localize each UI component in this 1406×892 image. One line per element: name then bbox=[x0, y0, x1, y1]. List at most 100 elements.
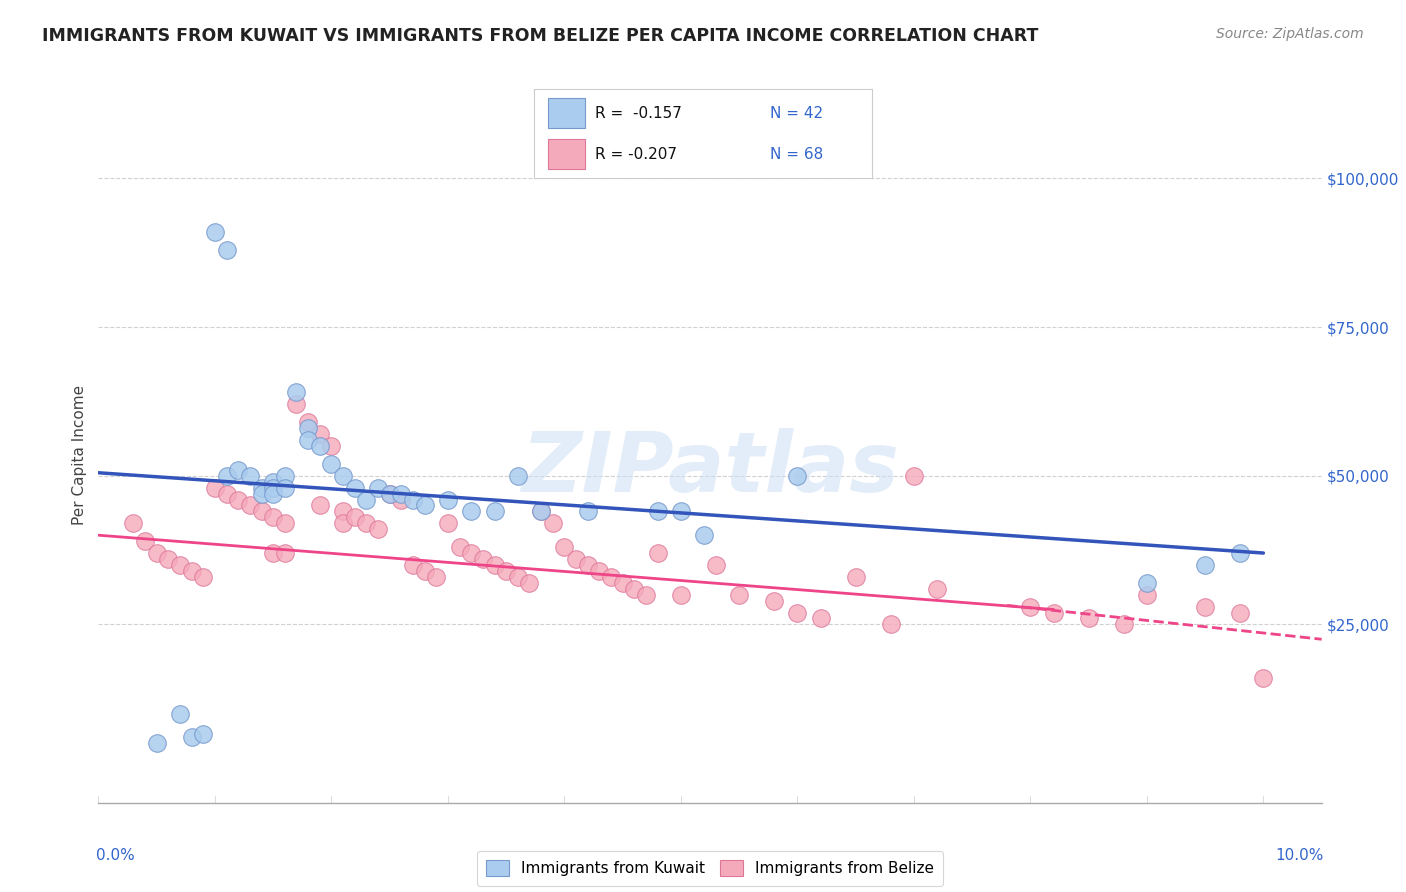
Point bbox=[541, 516, 564, 531]
Point bbox=[402, 558, 425, 572]
Point bbox=[484, 504, 506, 518]
Point bbox=[810, 611, 832, 625]
Point bbox=[576, 504, 599, 518]
Point bbox=[647, 504, 669, 518]
Point bbox=[193, 727, 215, 741]
Point bbox=[262, 486, 284, 500]
Point bbox=[367, 481, 389, 495]
Point bbox=[134, 534, 156, 549]
Text: Source: ZipAtlas.com: Source: ZipAtlas.com bbox=[1216, 27, 1364, 41]
Point bbox=[927, 582, 949, 596]
Text: 0.0%: 0.0% bbox=[96, 848, 135, 863]
Point bbox=[647, 546, 669, 560]
Point bbox=[413, 499, 436, 513]
Point bbox=[460, 504, 482, 518]
Point bbox=[250, 504, 273, 518]
Point bbox=[1019, 599, 1042, 614]
Point bbox=[215, 468, 238, 483]
Point bbox=[145, 546, 167, 560]
Point bbox=[693, 528, 716, 542]
Point bbox=[274, 468, 297, 483]
Point bbox=[215, 243, 238, 257]
Text: 10.0%: 10.0% bbox=[1275, 848, 1324, 863]
Point bbox=[274, 516, 297, 531]
Point bbox=[1194, 599, 1216, 614]
Text: IMMIGRANTS FROM KUWAIT VS IMMIGRANTS FROM BELIZE PER CAPITA INCOME CORRELATION C: IMMIGRANTS FROM KUWAIT VS IMMIGRANTS FRO… bbox=[42, 27, 1039, 45]
Point bbox=[669, 588, 692, 602]
Legend: Immigrants from Kuwait, Immigrants from Belize: Immigrants from Kuwait, Immigrants from … bbox=[477, 851, 943, 886]
Point bbox=[262, 475, 284, 489]
Point bbox=[145, 736, 167, 750]
Point bbox=[437, 492, 460, 507]
Point bbox=[530, 504, 553, 518]
Point bbox=[204, 225, 226, 239]
Point bbox=[262, 546, 284, 560]
Bar bbox=[548, 139, 585, 169]
Point bbox=[879, 617, 901, 632]
Point bbox=[1229, 546, 1251, 560]
Point bbox=[157, 552, 180, 566]
Point bbox=[1229, 606, 1251, 620]
Text: ZIPatlas: ZIPatlas bbox=[522, 428, 898, 509]
Point bbox=[425, 570, 447, 584]
Point bbox=[612, 575, 634, 590]
Point bbox=[1194, 558, 1216, 572]
Point bbox=[308, 427, 330, 442]
Point bbox=[460, 546, 482, 560]
Point bbox=[1077, 611, 1099, 625]
Point bbox=[519, 575, 541, 590]
Text: R =  -0.157: R = -0.157 bbox=[595, 106, 682, 120]
Point bbox=[332, 504, 354, 518]
Point bbox=[402, 492, 425, 507]
Point bbox=[786, 468, 808, 483]
Point bbox=[367, 522, 389, 536]
Point bbox=[634, 588, 657, 602]
Y-axis label: Per Capita Income: Per Capita Income bbox=[72, 384, 87, 525]
Point bbox=[180, 731, 202, 745]
Point bbox=[169, 558, 191, 572]
Point bbox=[239, 468, 262, 483]
Point bbox=[308, 499, 330, 513]
Text: N = 68: N = 68 bbox=[770, 147, 824, 161]
Point bbox=[484, 558, 506, 572]
Point bbox=[332, 516, 354, 531]
Text: R = -0.207: R = -0.207 bbox=[595, 147, 678, 161]
Point bbox=[378, 486, 401, 500]
Point bbox=[193, 570, 215, 584]
Point bbox=[471, 552, 494, 566]
Point bbox=[274, 546, 297, 560]
Point bbox=[169, 706, 191, 721]
Point bbox=[343, 481, 366, 495]
Point bbox=[845, 570, 868, 584]
Point bbox=[226, 463, 249, 477]
Point bbox=[356, 492, 378, 507]
Point bbox=[437, 516, 460, 531]
Point bbox=[204, 481, 226, 495]
Point bbox=[285, 397, 308, 411]
Point bbox=[274, 481, 297, 495]
Point bbox=[122, 516, 145, 531]
Point bbox=[506, 468, 529, 483]
Point bbox=[389, 492, 412, 507]
Point bbox=[903, 468, 925, 483]
Point bbox=[623, 582, 645, 596]
Point bbox=[389, 486, 412, 500]
Point bbox=[215, 486, 238, 500]
Point bbox=[285, 385, 308, 400]
Point bbox=[530, 504, 553, 518]
Point bbox=[1042, 606, 1064, 620]
Point bbox=[356, 516, 378, 531]
Point bbox=[378, 486, 401, 500]
Point bbox=[1112, 617, 1135, 632]
Point bbox=[1253, 671, 1275, 685]
Point bbox=[669, 504, 692, 518]
Point bbox=[308, 439, 330, 453]
Point bbox=[297, 421, 319, 435]
Point bbox=[588, 564, 610, 578]
Point bbox=[343, 510, 366, 524]
Point bbox=[250, 481, 273, 495]
Point bbox=[226, 492, 249, 507]
Bar bbox=[548, 98, 585, 128]
Point bbox=[1136, 588, 1159, 602]
Point bbox=[1136, 575, 1159, 590]
